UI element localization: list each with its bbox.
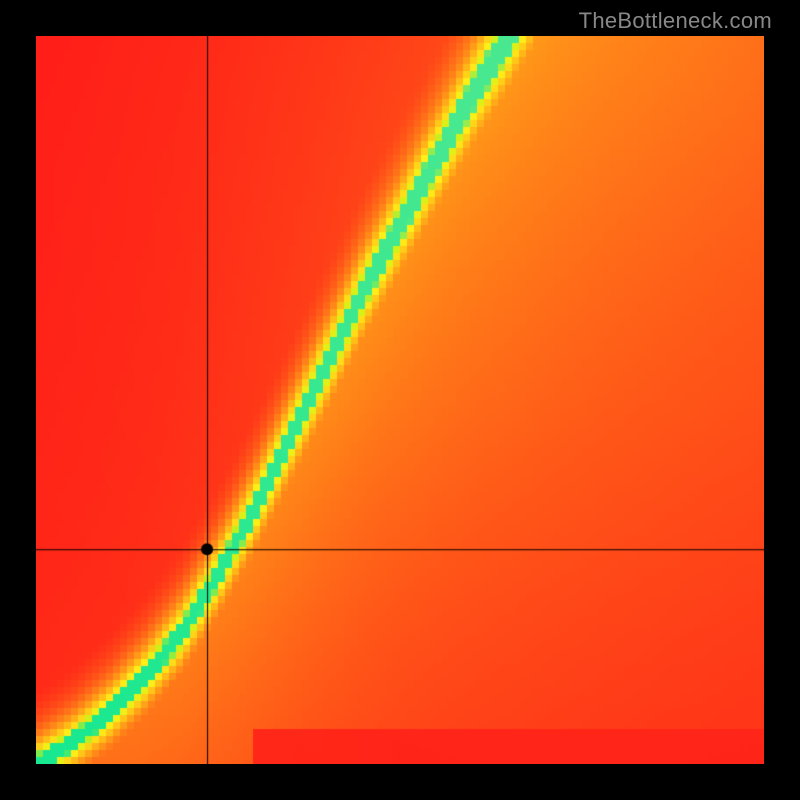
- chart-container: TheBottleneck.com: [0, 0, 800, 800]
- heatmap-canvas: [36, 36, 764, 764]
- watermark-text: TheBottleneck.com: [579, 8, 772, 34]
- plot-area: [36, 36, 764, 764]
